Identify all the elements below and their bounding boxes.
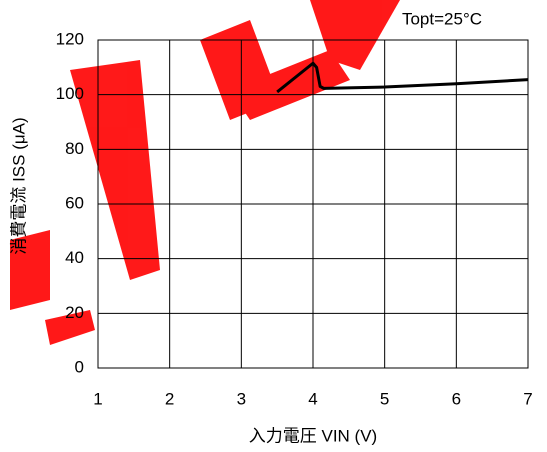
x-tick-label: 2 — [165, 389, 174, 408]
watermark-stroke — [230, 50, 350, 120]
annotation: Topt=25°C — [402, 9, 482, 28]
watermark-stroke — [310, 0, 400, 70]
y-tick-label: 80 — [65, 139, 84, 158]
x-axis-label: 入力電圧 VIN (V) — [249, 426, 377, 445]
data-line — [276, 61, 529, 94]
plot-border — [97, 39, 529, 369]
y-tick-label: 100 — [56, 84, 84, 103]
x-tick-label: 6 — [452, 389, 461, 408]
watermark-stroke — [45, 310, 95, 345]
x-tick-label: 4 — [308, 389, 317, 408]
y-tick-label: 120 — [56, 29, 84, 48]
x-tick-label: 7 — [523, 389, 532, 408]
y-tick-label: 0 — [75, 357, 84, 376]
watermark-stroke — [10, 230, 50, 310]
y-tick-label: 60 — [65, 193, 84, 212]
y-tick-label: 20 — [65, 303, 84, 322]
x-tick-label: 5 — [380, 389, 389, 408]
y-tick-label: 40 — [65, 248, 84, 267]
watermark-stroke — [70, 60, 160, 280]
x-tick-label: 1 — [93, 389, 102, 408]
x-tick-label: 3 — [237, 389, 246, 408]
y-axis-label: 消費電流 ISS (μA) — [9, 117, 28, 254]
